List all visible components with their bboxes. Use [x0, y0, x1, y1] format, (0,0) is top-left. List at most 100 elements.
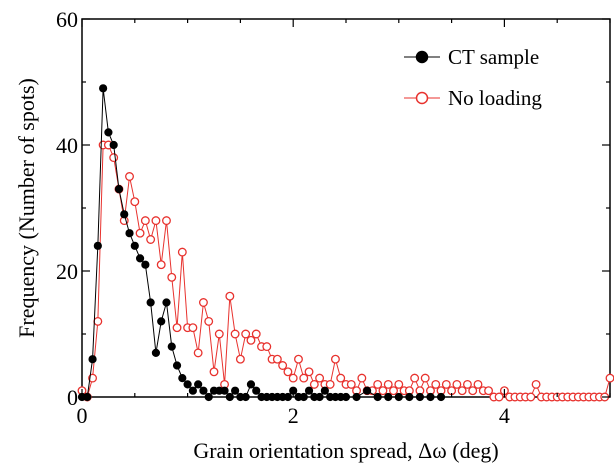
x-tick-label: 0 [77, 403, 88, 428]
data-point [394, 379, 404, 389]
data-point [109, 140, 118, 150]
data-point [99, 84, 108, 93]
data-point [120, 210, 129, 219]
y-axis-label: Frequency (Number of spots) [14, 78, 39, 338]
data-point [241, 392, 250, 402]
data-point [325, 379, 335, 389]
data-point [468, 386, 478, 396]
data-point [88, 355, 97, 364]
data-point [225, 392, 234, 402]
data-point [209, 367, 219, 377]
data-point [141, 260, 150, 269]
data-point [309, 379, 319, 389]
data-point [162, 216, 171, 226]
data-point [125, 229, 134, 238]
data-point [135, 228, 145, 238]
data-point [436, 392, 446, 402]
data-point [405, 392, 414, 402]
data-point [299, 373, 309, 383]
data-point [220, 386, 229, 395]
data-point [130, 197, 140, 207]
data-point [93, 241, 102, 250]
data-point [225, 291, 235, 301]
data-point [167, 272, 177, 282]
y-tick-label: 0 [67, 385, 78, 410]
data-point [357, 373, 367, 383]
data-point [183, 380, 192, 389]
data-point [320, 386, 329, 395]
data-point [304, 367, 314, 377]
data-point [246, 380, 256, 389]
tick-marks [81, 18, 611, 398]
data-point [246, 335, 256, 345]
data-point [252, 386, 261, 395]
data-point [346, 379, 356, 389]
data-point [389, 386, 398, 396]
legend-label-ct-sample: CT sample [448, 45, 539, 69]
data-point [283, 367, 293, 377]
legend-marker-no-loading [415, 91, 429, 105]
data-point [373, 392, 382, 402]
data-point [457, 386, 467, 396]
data-point [383, 379, 393, 389]
y-tick-label: 20 [56, 259, 78, 284]
data-point [352, 392, 361, 402]
data-point [473, 379, 483, 389]
data-point [272, 354, 282, 364]
plot-area [77, 18, 614, 402]
data-point [431, 379, 441, 389]
data-point [304, 386, 314, 395]
data-point [315, 392, 324, 402]
y-tick-label: 60 [56, 7, 78, 32]
data-point [605, 373, 614, 383]
data-point [441, 379, 451, 389]
data-point [278, 361, 288, 370]
data-point [262, 342, 272, 352]
data-point [288, 373, 298, 383]
data-point [330, 354, 340, 364]
data-point [151, 348, 161, 357]
data-point [172, 323, 182, 333]
data-point [156, 260, 166, 270]
data-point [151, 216, 161, 226]
data-point [178, 374, 187, 383]
data-point [177, 247, 187, 257]
data-point [204, 316, 214, 326]
data-point [157, 317, 166, 326]
data-point [294, 354, 303, 364]
data-point [494, 392, 504, 402]
data-point [531, 379, 541, 389]
data-point [283, 392, 293, 402]
data-point [193, 348, 203, 358]
data-point [104, 128, 113, 137]
data-point [204, 392, 213, 402]
data-point [384, 392, 393, 402]
data-point [231, 386, 240, 395]
data-point [109, 153, 119, 163]
y-tick-label: 40 [56, 133, 78, 158]
data-point [415, 392, 425, 402]
data-point [125, 172, 134, 181]
legend-marker-ct-sample [415, 50, 429, 64]
data-point [194, 380, 203, 389]
x-axis-label: Grain orientation spread, Δω (deg) [193, 438, 498, 463]
series-no-loading [77, 140, 614, 402]
legend-label-no-loading: No loading [448, 86, 542, 110]
data-point [198, 298, 208, 307]
series-line [81, 144, 611, 399]
data-point [251, 329, 261, 339]
data-point [299, 392, 308, 402]
data-point [484, 386, 494, 396]
data-point [188, 386, 197, 395]
x-tick-label: 2 [288, 403, 299, 428]
data-point [241, 329, 251, 339]
data-point [93, 316, 103, 326]
data-point [363, 386, 372, 395]
data-point [172, 361, 182, 370]
data-point [146, 235, 156, 244]
series-ct-sample [77, 84, 446, 402]
data-point [135, 254, 145, 263]
data-point [336, 373, 346, 383]
